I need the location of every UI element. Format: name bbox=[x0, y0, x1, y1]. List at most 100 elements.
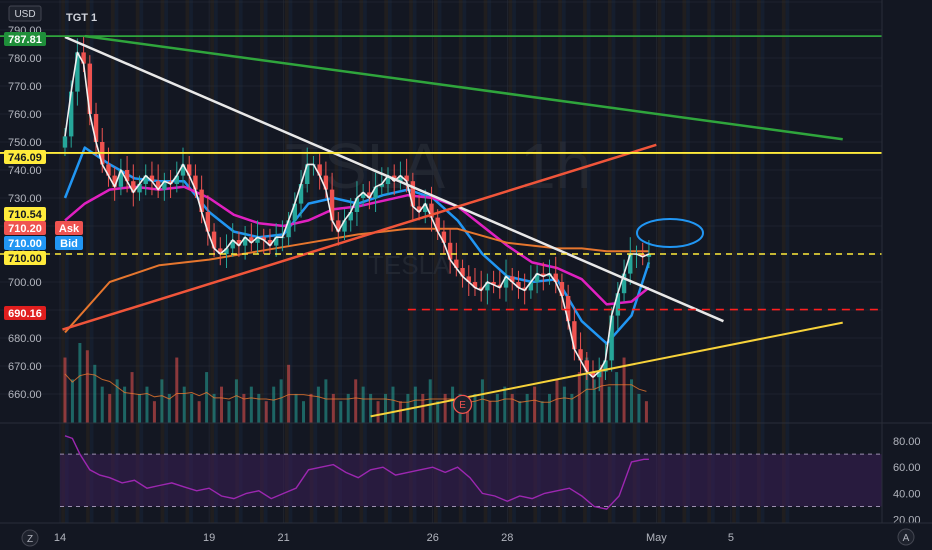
volume-bar bbox=[592, 379, 596, 423]
candle-up bbox=[242, 237, 248, 246]
rsi-axis[interactable]: 20.00 40.00 60.00 80.00 bbox=[893, 436, 921, 527]
session-band-premarket bbox=[86, 0, 90, 523]
candle-down bbox=[410, 181, 416, 207]
moving-average-slow bbox=[64, 227, 649, 334]
volume-bar bbox=[220, 386, 224, 423]
volume-bar bbox=[398, 401, 402, 423]
candle-down bbox=[317, 164, 322, 176]
time-tick-label: May bbox=[646, 532, 667, 544]
volume-bar bbox=[167, 393, 171, 423]
volume-bar bbox=[309, 393, 313, 423]
trendline-white[interactable] bbox=[64, 35, 724, 323]
time-tick-label: 5 bbox=[728, 532, 734, 544]
volume-bar bbox=[108, 393, 112, 423]
target-label: TGT 1 bbox=[66, 12, 97, 24]
candle-up bbox=[305, 164, 310, 184]
volume-bar bbox=[78, 343, 82, 423]
auto-scale-icon[interactable] bbox=[897, 528, 915, 546]
candle-down bbox=[447, 242, 453, 260]
price-badge-value: 710.20 bbox=[8, 223, 42, 235]
candle-up bbox=[298, 184, 304, 204]
volume-bar bbox=[175, 357, 179, 423]
candle-down bbox=[124, 170, 130, 182]
volume-bar bbox=[570, 393, 574, 423]
volume-bar bbox=[525, 393, 529, 423]
rsi-tick-label: 40.00 bbox=[893, 488, 921, 500]
auto-scale-icon-label: A bbox=[903, 533, 910, 544]
price-levels[interactable] bbox=[0, 35, 882, 311]
volume-bar bbox=[100, 386, 104, 423]
candle-up bbox=[118, 170, 124, 187]
candle-down bbox=[236, 240, 242, 246]
volume-bar bbox=[160, 379, 164, 423]
volume-bar bbox=[197, 401, 201, 423]
volume-bar bbox=[294, 393, 298, 423]
volume-bar bbox=[234, 379, 238, 423]
candle-up bbox=[255, 237, 260, 243]
candle-up bbox=[503, 276, 509, 288]
volume-bar bbox=[145, 386, 149, 423]
candle-down bbox=[329, 189, 335, 221]
session-band-premarket bbox=[757, 0, 761, 523]
session-band-afterhours bbox=[338, 0, 343, 523]
trendlines[interactable] bbox=[62, 34, 843, 418]
volume-bar bbox=[138, 393, 142, 423]
volume-bar bbox=[637, 393, 641, 423]
candle-down bbox=[323, 175, 329, 190]
candle-down bbox=[454, 259, 459, 268]
candle-down bbox=[155, 181, 161, 190]
volume-bar bbox=[272, 386, 276, 423]
candle-down bbox=[510, 276, 515, 282]
candle-down bbox=[211, 231, 217, 249]
session-band-premarket bbox=[732, 0, 736, 523]
volume-bar bbox=[361, 386, 365, 423]
volume-bar bbox=[287, 364, 291, 423]
price-badge bbox=[4, 236, 46, 250]
session-band-premarket bbox=[235, 0, 239, 523]
currency-box[interactable] bbox=[8, 5, 42, 22]
candles bbox=[62, 35, 652, 392]
volume-bar bbox=[555, 379, 559, 423]
session-band-afterhours bbox=[164, 0, 169, 523]
candle-down bbox=[267, 240, 273, 246]
timezone-icon[interactable] bbox=[21, 529, 39, 547]
session-band-afterhours bbox=[785, 0, 790, 523]
session-band-afterhours bbox=[462, 0, 467, 523]
candle-down bbox=[584, 360, 589, 372]
volume-bar bbox=[152, 401, 156, 423]
session-band-afterhours bbox=[586, 0, 591, 523]
session-band-afterhours bbox=[214, 0, 218, 523]
trendline-yellow[interactable] bbox=[370, 321, 843, 418]
volume-bar bbox=[510, 393, 514, 423]
earnings-marker-circle[interactable] bbox=[452, 394, 473, 415]
candle-up bbox=[286, 220, 291, 238]
drawn-circle[interactable] bbox=[636, 218, 704, 248]
candle-up bbox=[342, 220, 347, 232]
time-axis[interactable]: 14 19 21 26 28 May 5 bbox=[0, 522, 932, 544]
time-tick-label: 26 bbox=[427, 532, 439, 544]
session-band-premarket bbox=[657, 0, 662, 523]
session-band-premarket bbox=[458, 0, 463, 523]
volume-bar bbox=[123, 386, 127, 423]
price-tick-label: 780.00 bbox=[8, 53, 42, 65]
candle-down bbox=[516, 282, 521, 288]
price-tick-label: 730.00 bbox=[8, 193, 42, 205]
volume-bar bbox=[346, 393, 350, 423]
candle-down bbox=[491, 282, 496, 285]
watermark-interval: 1h bbox=[520, 130, 591, 202]
candle-up bbox=[354, 198, 360, 212]
session-band-afterhours bbox=[636, 0, 641, 523]
session-band-afterhours bbox=[313, 0, 318, 523]
price-badge bbox=[4, 150, 46, 164]
session-band-afterhours bbox=[412, 0, 417, 523]
trendline-green[interactable] bbox=[84, 34, 843, 141]
trendline-red[interactable] bbox=[62, 143, 657, 331]
session-band-premarket bbox=[409, 0, 413, 523]
candle-up bbox=[373, 186, 378, 198]
candle-down bbox=[572, 321, 577, 350]
volume-bar bbox=[331, 393, 335, 423]
candle-down bbox=[205, 212, 211, 232]
earnings-marker[interactable]: E bbox=[452, 394, 473, 415]
volume-bar bbox=[607, 386, 611, 423]
